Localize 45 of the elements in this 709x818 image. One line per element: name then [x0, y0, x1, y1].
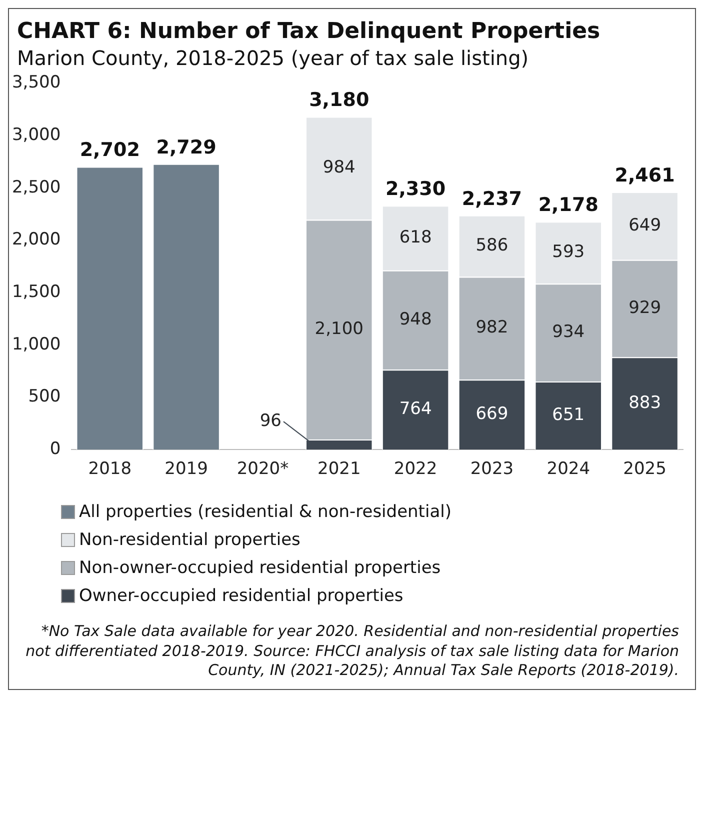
legend-label: Non-residential properties [79, 530, 300, 550]
total-label: 2,178 [538, 194, 598, 216]
x-tick-label: 2019 [164, 459, 208, 480]
total-label: 2,237 [462, 188, 522, 210]
x-tick-label: 2021 [317, 459, 361, 480]
data-label: 948 [399, 309, 432, 330]
total-label: 2,461 [614, 164, 675, 186]
x-tick-label: 2024 [546, 459, 590, 480]
x-tick-label: 2018 [88, 459, 132, 480]
data-label: 651 [552, 404, 585, 425]
data-label: 2,100 [314, 319, 364, 340]
total-label: 2,330 [385, 178, 446, 200]
legend-label: Non-owner-occupied residential properties [79, 558, 441, 578]
data-label: 669 [476, 404, 508, 424]
total-label: 3,180 [309, 89, 370, 112]
data-label: 934 [552, 322, 585, 342]
y-tick-label: 2,000 [12, 230, 61, 250]
chart-subtitle: Marion County, 2018-2025 (year of tax sale listing) [17, 46, 530, 70]
legend-label: All properties (residential & non-residential) [79, 502, 452, 522]
data-label: 929 [628, 298, 662, 318]
y-tick-label: 3,000 [12, 124, 61, 145]
y-tick-label: 1,500 [12, 282, 61, 302]
data-label: 618 [399, 227, 432, 248]
data-label: 649 [628, 215, 662, 236]
x-tick-label: 2023 [470, 459, 514, 480]
total-label: 2,702 [80, 139, 140, 162]
data-label: 764 [399, 399, 432, 420]
y-tick-label: 0 [50, 439, 61, 460]
data-label: 984 [322, 158, 356, 178]
data-label: 982 [476, 318, 508, 338]
data-label: 883 [628, 392, 662, 413]
y-tick-label: 500 [28, 386, 61, 407]
data-label: 586 [476, 236, 508, 256]
x-tick-label: 2025 [623, 459, 666, 480]
y-tick-label: 2,500 [12, 177, 61, 198]
data-label: 96 [260, 410, 282, 431]
x-tick-label: 2020* [236, 459, 289, 480]
y-tick-label: 1,000 [12, 334, 61, 354]
text: *No Tax Sale data available for year 2020. Residential and non-residential properties not differentiated 2018-2019. Source: FHCCI analysis of tax sale listing data for Marion County, IN (2021-2025); Annual Tax Sale Reports (2018-2019). [24, 621, 680, 680]
y-tick-label: 3,500 [12, 72, 61, 93]
x-tick-label: 2022 [394, 459, 438, 480]
chart-title: CHART 6: Number of Tax Delinquent Properties [17, 19, 602, 44]
total-label: 2,729 [156, 136, 216, 158]
data-label: 593 [552, 242, 585, 262]
legend-label: Owner-occupied residential properties [79, 586, 404, 606]
